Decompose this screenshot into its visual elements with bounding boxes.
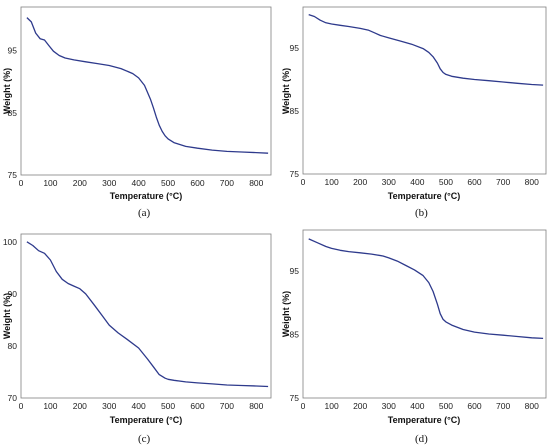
x-tick-label: 600 — [190, 178, 204, 188]
panel-c: 0 100 200 300 400 500 600 700 800 70 80 90 100 Tempe… — [2, 233, 272, 445]
x-tick-label: 200 — [73, 401, 87, 411]
x-tick-label: 300 — [102, 178, 116, 188]
panel-a: 0 100 200 300 400 500 600 700 800 75 85 95 Temperat… — [2, 6, 272, 219]
x-tick-label: 700 — [496, 401, 510, 411]
x-tick-label: 600 — [190, 401, 204, 411]
y-tick-label: 75 — [290, 169, 300, 179]
x-tick-label: 200 — [73, 178, 87, 188]
x-tick-label: 500 — [161, 178, 175, 188]
x-tick-label: 0 — [19, 178, 24, 188]
x-tick-label: 800 — [525, 401, 539, 411]
y-axis-title-a: Weight (%) — [2, 68, 12, 114]
x-tick-label: 100 — [324, 177, 338, 187]
x-tick-label: 300 — [382, 177, 396, 187]
x-tick-label: 600 — [467, 401, 481, 411]
x-axis-title-c: Temperature (°C) — [110, 415, 182, 425]
y-tick-label: 95 — [290, 266, 300, 276]
x-tick-label: 100 — [43, 178, 57, 188]
panel-label-d: (d) — [415, 433, 428, 445]
x-axis-title-a: Temperature (°C) — [110, 191, 182, 201]
plot-frame-a — [20, 6, 272, 176]
x-tick-label: 800 — [249, 178, 263, 188]
weight-curve-a — [26, 17, 269, 154]
x-tick-label: 500 — [161, 401, 175, 411]
y-tick-label: 75 — [290, 393, 300, 403]
x-tick-label: 400 — [410, 401, 424, 411]
x-tick-label: 400 — [132, 401, 146, 411]
y-tick-label: 85 — [8, 108, 18, 118]
x-tick-label: 100 — [324, 401, 338, 411]
plot-frame-d — [302, 229, 547, 399]
x-tick-label: 300 — [382, 401, 396, 411]
y-tick-label: 75 — [8, 170, 18, 180]
y-tick-label: 80 — [8, 341, 18, 351]
panel-label-c: (c) — [138, 433, 151, 445]
weight-curve-b — [308, 13, 544, 86]
panel-b: 0 100 200 300 400 500 600 700 800 75 85 95 Temperat… — [281, 6, 547, 219]
y-tick-label: 95 — [290, 43, 300, 53]
y-tick-label: 85 — [290, 330, 300, 340]
plot-frame-b — [302, 6, 547, 175]
y-tick-label: 70 — [8, 393, 18, 403]
y-axis-title-b: Weight (%) — [281, 68, 291, 114]
x-tick-label: 400 — [410, 177, 424, 187]
x-tick-label: 200 — [353, 177, 367, 187]
weight-curve-d — [308, 238, 544, 340]
x-tick-label: 300 — [102, 401, 116, 411]
x-tick-label: 0 — [301, 177, 306, 187]
ticks-a: 0 100 200 300 400 500 600 700 800 75 85 95 — [8, 46, 264, 188]
x-tick-label: 100 — [43, 401, 57, 411]
plot-frame-c — [20, 233, 272, 399]
x-tick-label: 200 — [353, 401, 367, 411]
x-tick-label: 800 — [249, 401, 263, 411]
panel-d: 0 100 200 300 400 500 600 700 800 75 85 95 Temperat… — [281, 229, 547, 445]
x-tick-label: 700 — [220, 401, 234, 411]
x-tick-label: 700 — [220, 178, 234, 188]
panel-label-b: (b) — [415, 207, 428, 219]
x-axis-title-b: Temperature (°C) — [388, 191, 460, 201]
x-tick-label: 500 — [439, 177, 453, 187]
y-tick-label: 90 — [8, 289, 18, 299]
x-tick-label: 0 — [19, 401, 24, 411]
x-tick-label: 600 — [467, 177, 481, 187]
x-tick-label: 400 — [132, 178, 146, 188]
x-axis-title-d: Temperature (°C) — [388, 415, 460, 425]
y-tick-label: 95 — [8, 46, 18, 56]
y-tick-label: 100 — [3, 237, 17, 247]
weight-curve-c — [26, 241, 269, 388]
x-tick-label: 500 — [439, 401, 453, 411]
panel-label-a: (a) — [138, 207, 151, 219]
x-tick-label: 700 — [496, 177, 510, 187]
y-axis-title-c: Weight (%) — [2, 293, 12, 339]
ticks-c: 0 100 200 300 400 500 600 700 800 70 80 90 100 — [3, 237, 264, 411]
ticks-d: 0 100 200 300 400 500 600 700 800 75 85 95 — [290, 266, 540, 411]
x-tick-label: 0 — [301, 401, 306, 411]
x-tick-label: 800 — [525, 177, 539, 187]
y-tick-label: 85 — [290, 106, 300, 116]
ticks-b: 0 100 200 300 400 500 600 700 800 75 85 95 — [290, 43, 540, 187]
y-axis-title-d: Weight (%) — [281, 291, 291, 337]
